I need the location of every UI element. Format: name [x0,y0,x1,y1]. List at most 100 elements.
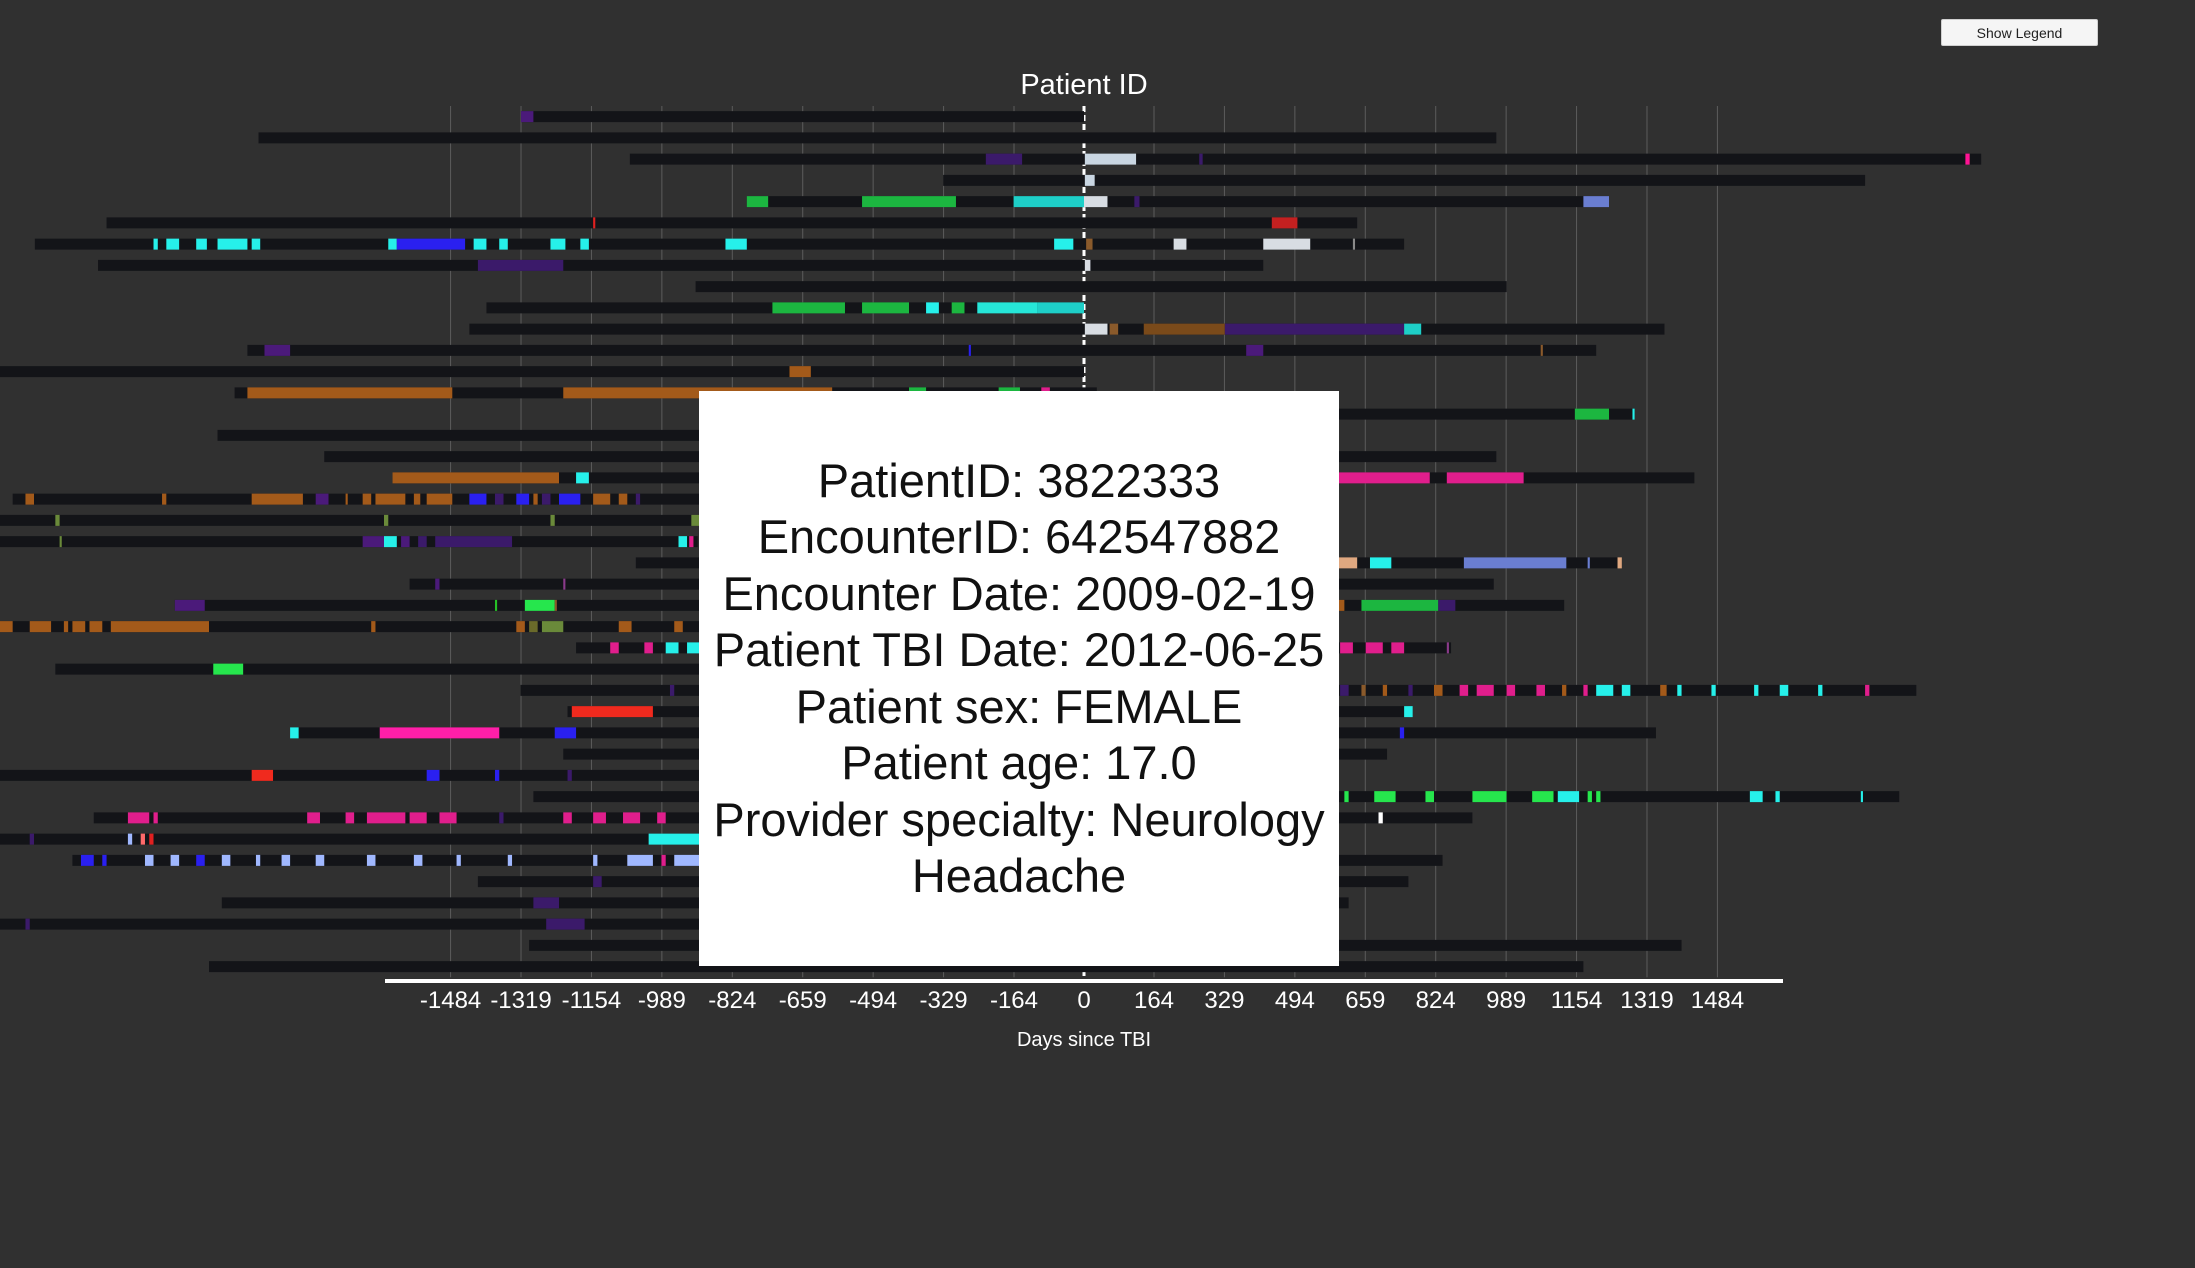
encounter-mark [1506,684,1516,696]
patient-row [1130,408,1635,420]
patient-track [629,153,1982,165]
patient-track [0,833,700,845]
encounter-mark [1224,323,1405,335]
patient-track [0,366,1085,378]
encounter-mark [401,536,410,548]
encounter-mark [563,578,566,590]
encounter-mark [29,833,34,845]
show-legend-button[interactable]: Show Legend [1941,19,2098,46]
encounter-mark [618,493,628,505]
encounter-mark [315,493,329,505]
encounter-mark [473,238,487,250]
encounter-mark [674,621,683,633]
patient-track [695,281,1507,293]
patient-row [106,217,1358,229]
encounter-mark [689,536,694,548]
encounter-mark [951,302,965,314]
encounter-mark [1013,196,1084,208]
encounter-mark [593,854,598,866]
encounter-mark [977,302,1038,314]
encounter-mark [627,854,653,866]
encounter-mark [1382,684,1388,696]
encounter-mark [1621,684,1631,696]
encounter-mark [1084,259,1091,271]
encounter-mark [1173,238,1187,250]
encounter-mark [1408,684,1413,696]
encounter-mark [1434,684,1443,696]
encounter-mark [366,812,406,824]
encounter-mark [1865,684,1870,696]
patient-track [521,111,1084,123]
encounter-mark [541,493,551,505]
patient-track [0,769,700,781]
encounter-mark [1446,472,1524,484]
patient-row [34,238,1405,250]
patient-track [1130,408,1635,420]
encounter-mark [1037,302,1084,314]
patient-row [209,961,1584,973]
encounter-mark [567,769,572,781]
encounter-mark [307,812,320,824]
encounter-mark [593,217,596,229]
encounter-mark [196,238,207,250]
patient-row [55,663,700,675]
encounter-mark [396,238,466,250]
encounter-mark [1425,791,1434,803]
patient-track [0,514,700,526]
encounter-mark [1587,557,1590,569]
encounter-mark [580,238,589,250]
encounter-mark [281,854,291,866]
encounter-mark [1754,684,1759,696]
x-tick-label: -164 [990,987,1038,1014]
patient-track [106,217,1358,229]
encounter-mark [1459,684,1469,696]
x-tick-label: 989 [1486,987,1526,1014]
encounter-mark [1532,791,1554,803]
encounter-mark [384,514,389,526]
patient-track [0,918,700,930]
encounter-mark [1818,684,1823,696]
encounter-mark [494,769,500,781]
encounter-mark [593,493,611,505]
encounter-mark [494,599,498,611]
encounter-mark [1596,684,1614,696]
encounter-mark [413,493,421,505]
encounter-mark [1378,812,1383,824]
encounter-mark [1331,557,1358,569]
encounter-mark [1860,791,1863,803]
encounter-mark [144,854,154,866]
encounter-mark [290,727,299,739]
encounter-mark [435,578,440,590]
patient-row [0,833,700,845]
patient-row [695,281,1507,293]
patient-row [12,493,927,505]
encounter-mark [533,493,538,505]
encounter-mark [657,812,666,824]
tooltip-encounter-date: Encounter Date: 2009-02-19 [722,566,1316,620]
encounter-mark [1779,684,1789,696]
encounter-mark [516,493,530,505]
encounter-mark [110,621,209,633]
encounter-mark [1335,599,1345,611]
encounter-mark [563,812,572,824]
patient-row [258,132,1497,144]
x-tick-label: 1319 [1620,987,1673,1014]
patient-row [98,259,1264,271]
encounter-mark [362,493,372,505]
encounter-mark [469,493,487,505]
encounter-mark [366,854,376,866]
patient-row [0,514,700,526]
x-tick-label: -659 [779,987,827,1014]
x-tick-label: 659 [1345,987,1385,1014]
encounter-mark [499,812,504,824]
encounter-mark [554,727,577,739]
patient-row [943,174,1866,186]
patient-track [209,961,1584,973]
encounter-mark [1084,153,1137,165]
encounter-mark [1446,642,1449,654]
encounter-mark [1361,599,1439,611]
encounter-mark [1472,791,1507,803]
patient-track [247,344,1597,356]
patient-row [521,111,1084,123]
encounter-mark [1340,684,1349,696]
